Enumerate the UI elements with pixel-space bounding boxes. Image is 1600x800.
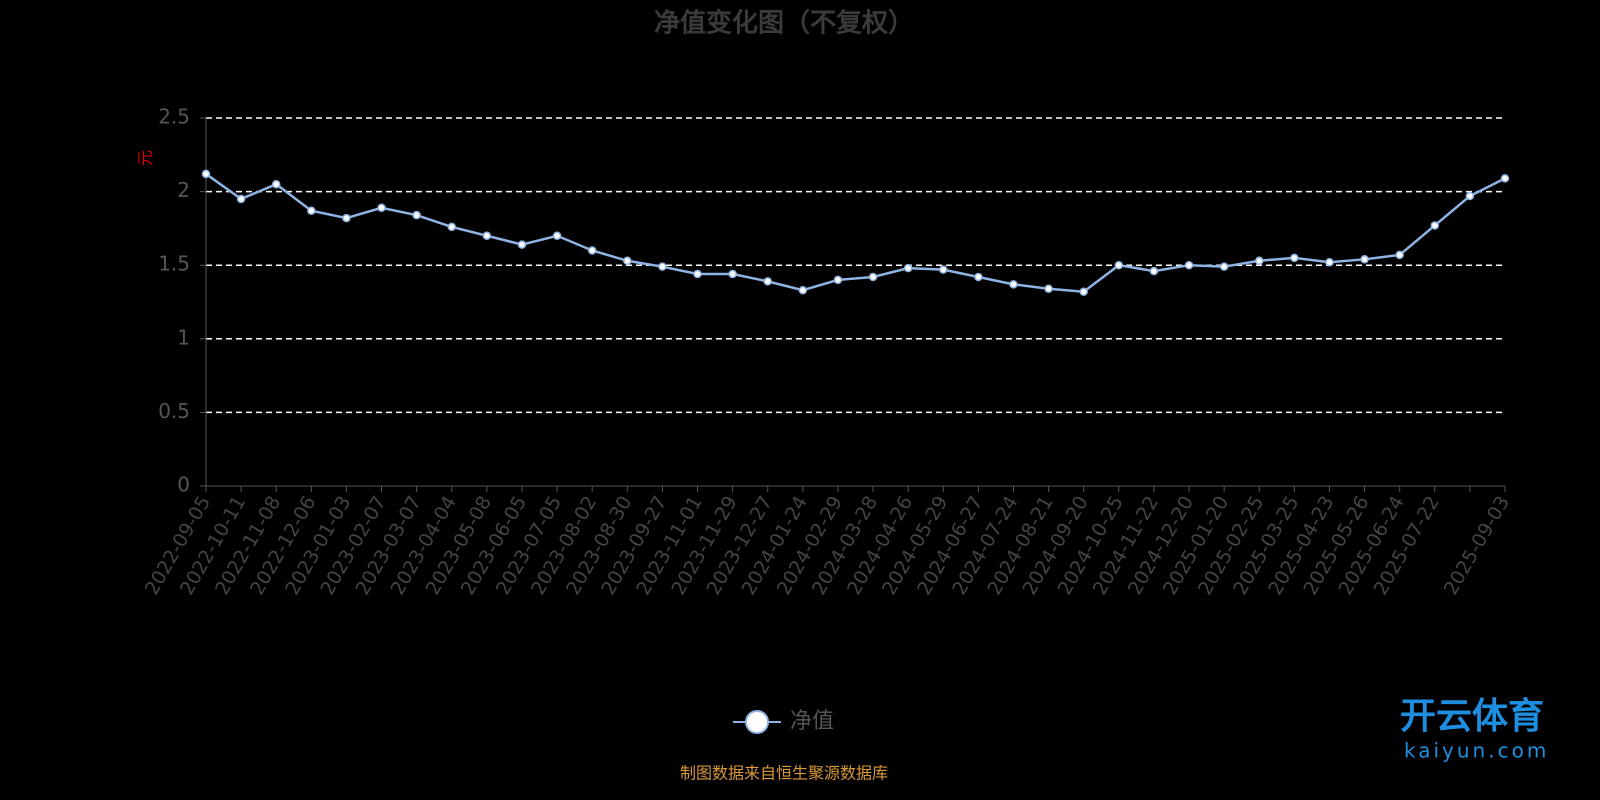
data-point [1290, 253, 1299, 263]
y-tick-label: 1 [177, 325, 190, 349]
watermark-url: kaiyun.com [1404, 739, 1549, 763]
data-point [833, 275, 843, 285]
data-point [868, 272, 878, 282]
data-point [307, 206, 316, 215]
data-point [903, 263, 913, 273]
source-note: 制图数据来自恒生聚源数据库 [680, 764, 888, 783]
data-point [1325, 258, 1334, 267]
data-point [974, 272, 983, 282]
data-point [728, 269, 737, 279]
data-point [1079, 287, 1088, 296]
data-point [587, 246, 597, 255]
legend[interactable]: 净值 [733, 709, 834, 734]
legend-label: 净值 [790, 709, 834, 734]
data-point [1500, 174, 1510, 183]
data-point [517, 240, 527, 249]
y-tick-label: 0 [177, 473, 190, 497]
data-point [1430, 221, 1440, 230]
data-point [271, 179, 281, 189]
legend-marker [745, 710, 769, 734]
data-point [236, 194, 246, 204]
y-axis-label: 元 [136, 150, 155, 166]
data-point [939, 265, 948, 274]
data-point [482, 231, 492, 241]
watermark: 开云体育 [1400, 696, 1544, 737]
data-point [377, 203, 386, 213]
data-point [1254, 256, 1264, 266]
data-point [1184, 260, 1194, 270]
data-point [1044, 284, 1053, 294]
data-point [201, 169, 211, 179]
data-point [1465, 191, 1475, 201]
data-point [1009, 280, 1018, 289]
data-point [447, 222, 457, 232]
data-point [342, 213, 351, 223]
data-point [1149, 266, 1159, 276]
data-point [763, 277, 772, 286]
data-point [1219, 262, 1229, 271]
y-tick-label: 2 [177, 178, 190, 202]
data-point [412, 210, 421, 220]
data-point [658, 262, 667, 271]
data-point [552, 231, 562, 241]
y-tick-label: 2.5 [158, 105, 190, 129]
y-tick-label: 0.5 [158, 399, 190, 423]
data-point [1360, 255, 1369, 264]
series-line [205, 172, 1506, 293]
data-point [693, 269, 702, 279]
data-point [1395, 250, 1404, 260]
data-point [623, 256, 632, 266]
data-point [798, 285, 808, 295]
data-point [1114, 260, 1124, 270]
chart-title: 净值变化图（不复权） [654, 8, 914, 39]
y-tick-label: 1.5 [158, 252, 190, 276]
